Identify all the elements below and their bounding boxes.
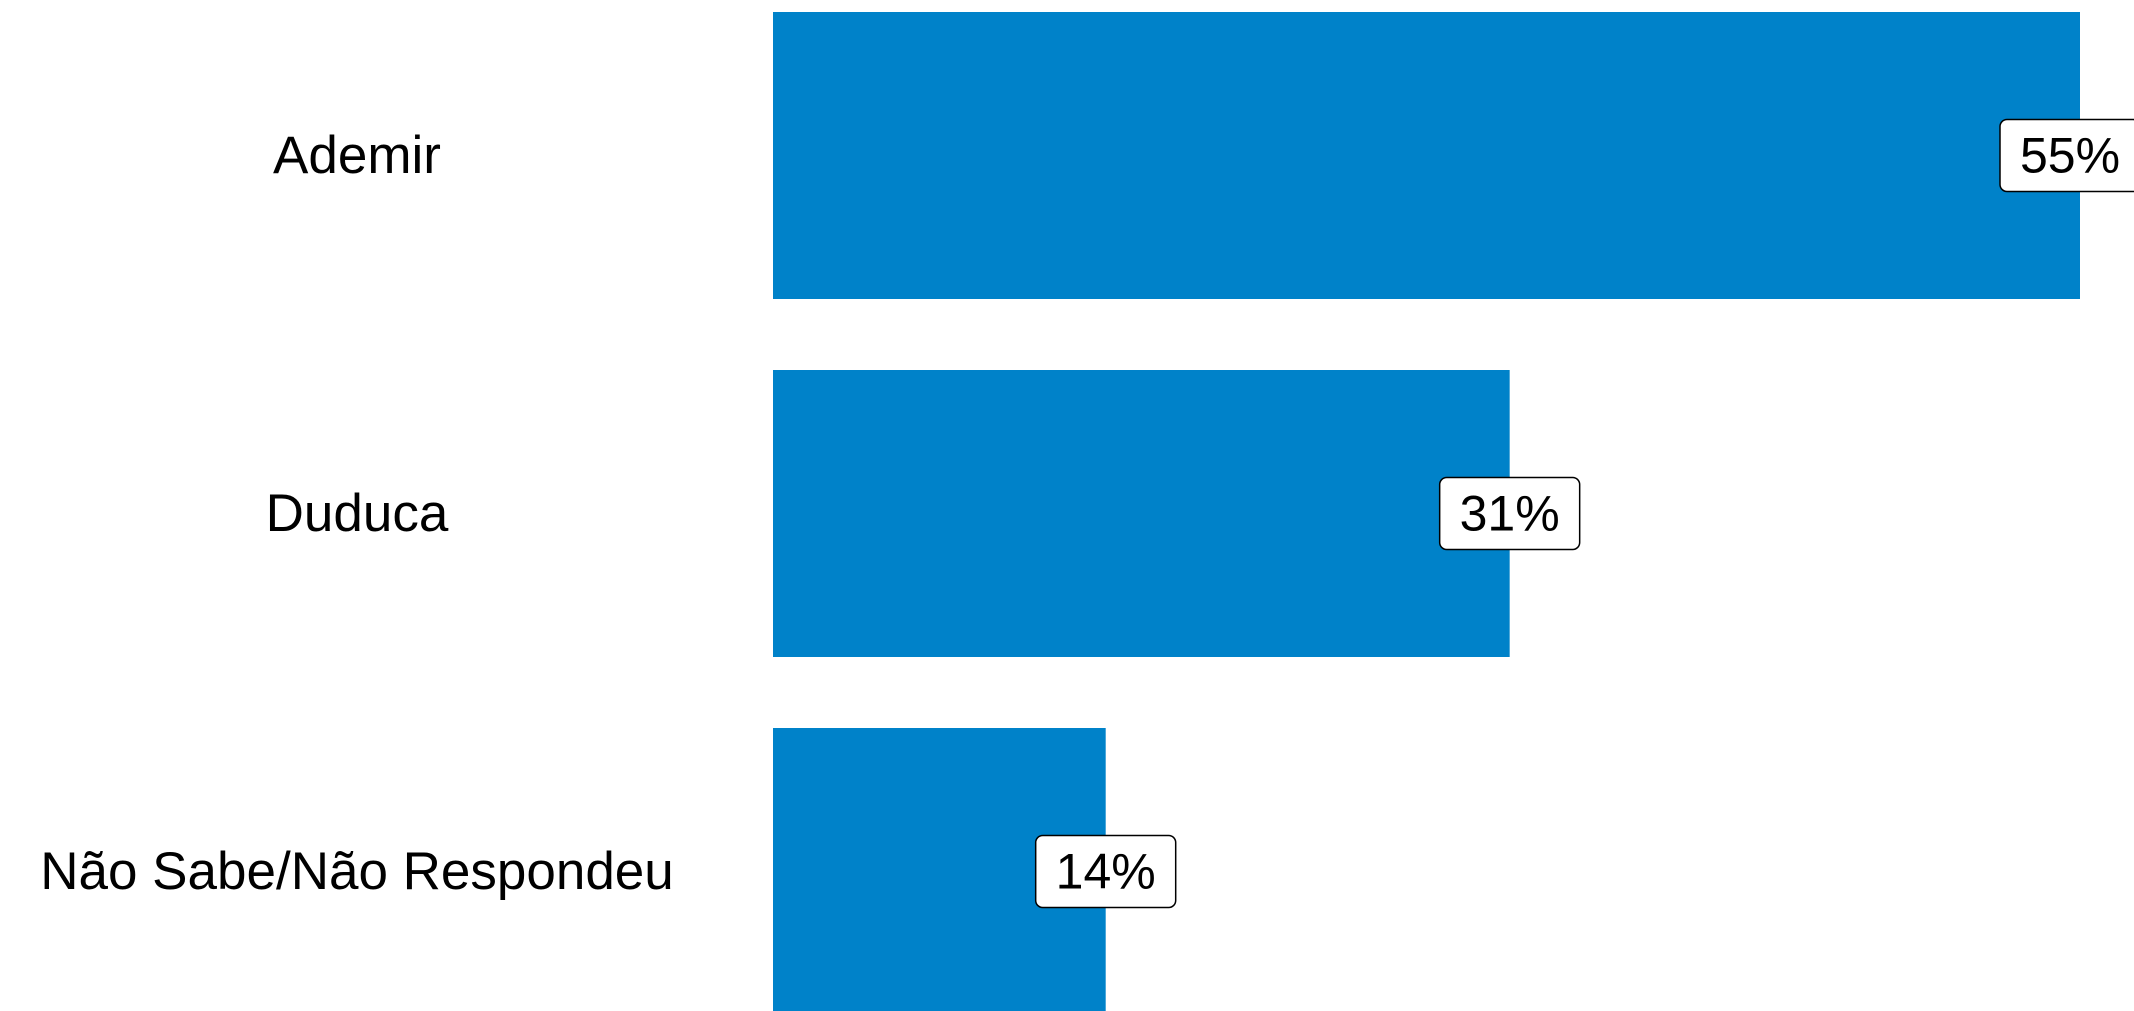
category-label: Duduca <box>266 484 449 543</box>
data-label-box <box>1999 118 2134 193</box>
data-label-box <box>1034 834 1177 909</box>
category-labels: Ademir Duduca Não Sabe/Não Respondeu <box>40 126 674 901</box>
data-labels: 55% 31% 14% <box>1034 118 2134 909</box>
bars-layer <box>773 12 2080 1011</box>
category-label: Não Sabe/Não Respondeu <box>40 842 674 901</box>
category-label: Ademir <box>273 126 441 185</box>
data-label-2: 14% <box>1034 834 1177 909</box>
data-label-1: 31% <box>1438 476 1581 551</box>
bar-1 <box>773 370 1510 657</box>
bar-0 <box>773 12 2080 299</box>
data-label-box <box>1438 476 1581 551</box>
data-label-text: 55% <box>2020 128 2120 184</box>
data-label-text: 31% <box>1460 486 1560 542</box>
data-label-0: 55% <box>1999 118 2134 193</box>
data-label-text: 14% <box>1056 844 1156 900</box>
